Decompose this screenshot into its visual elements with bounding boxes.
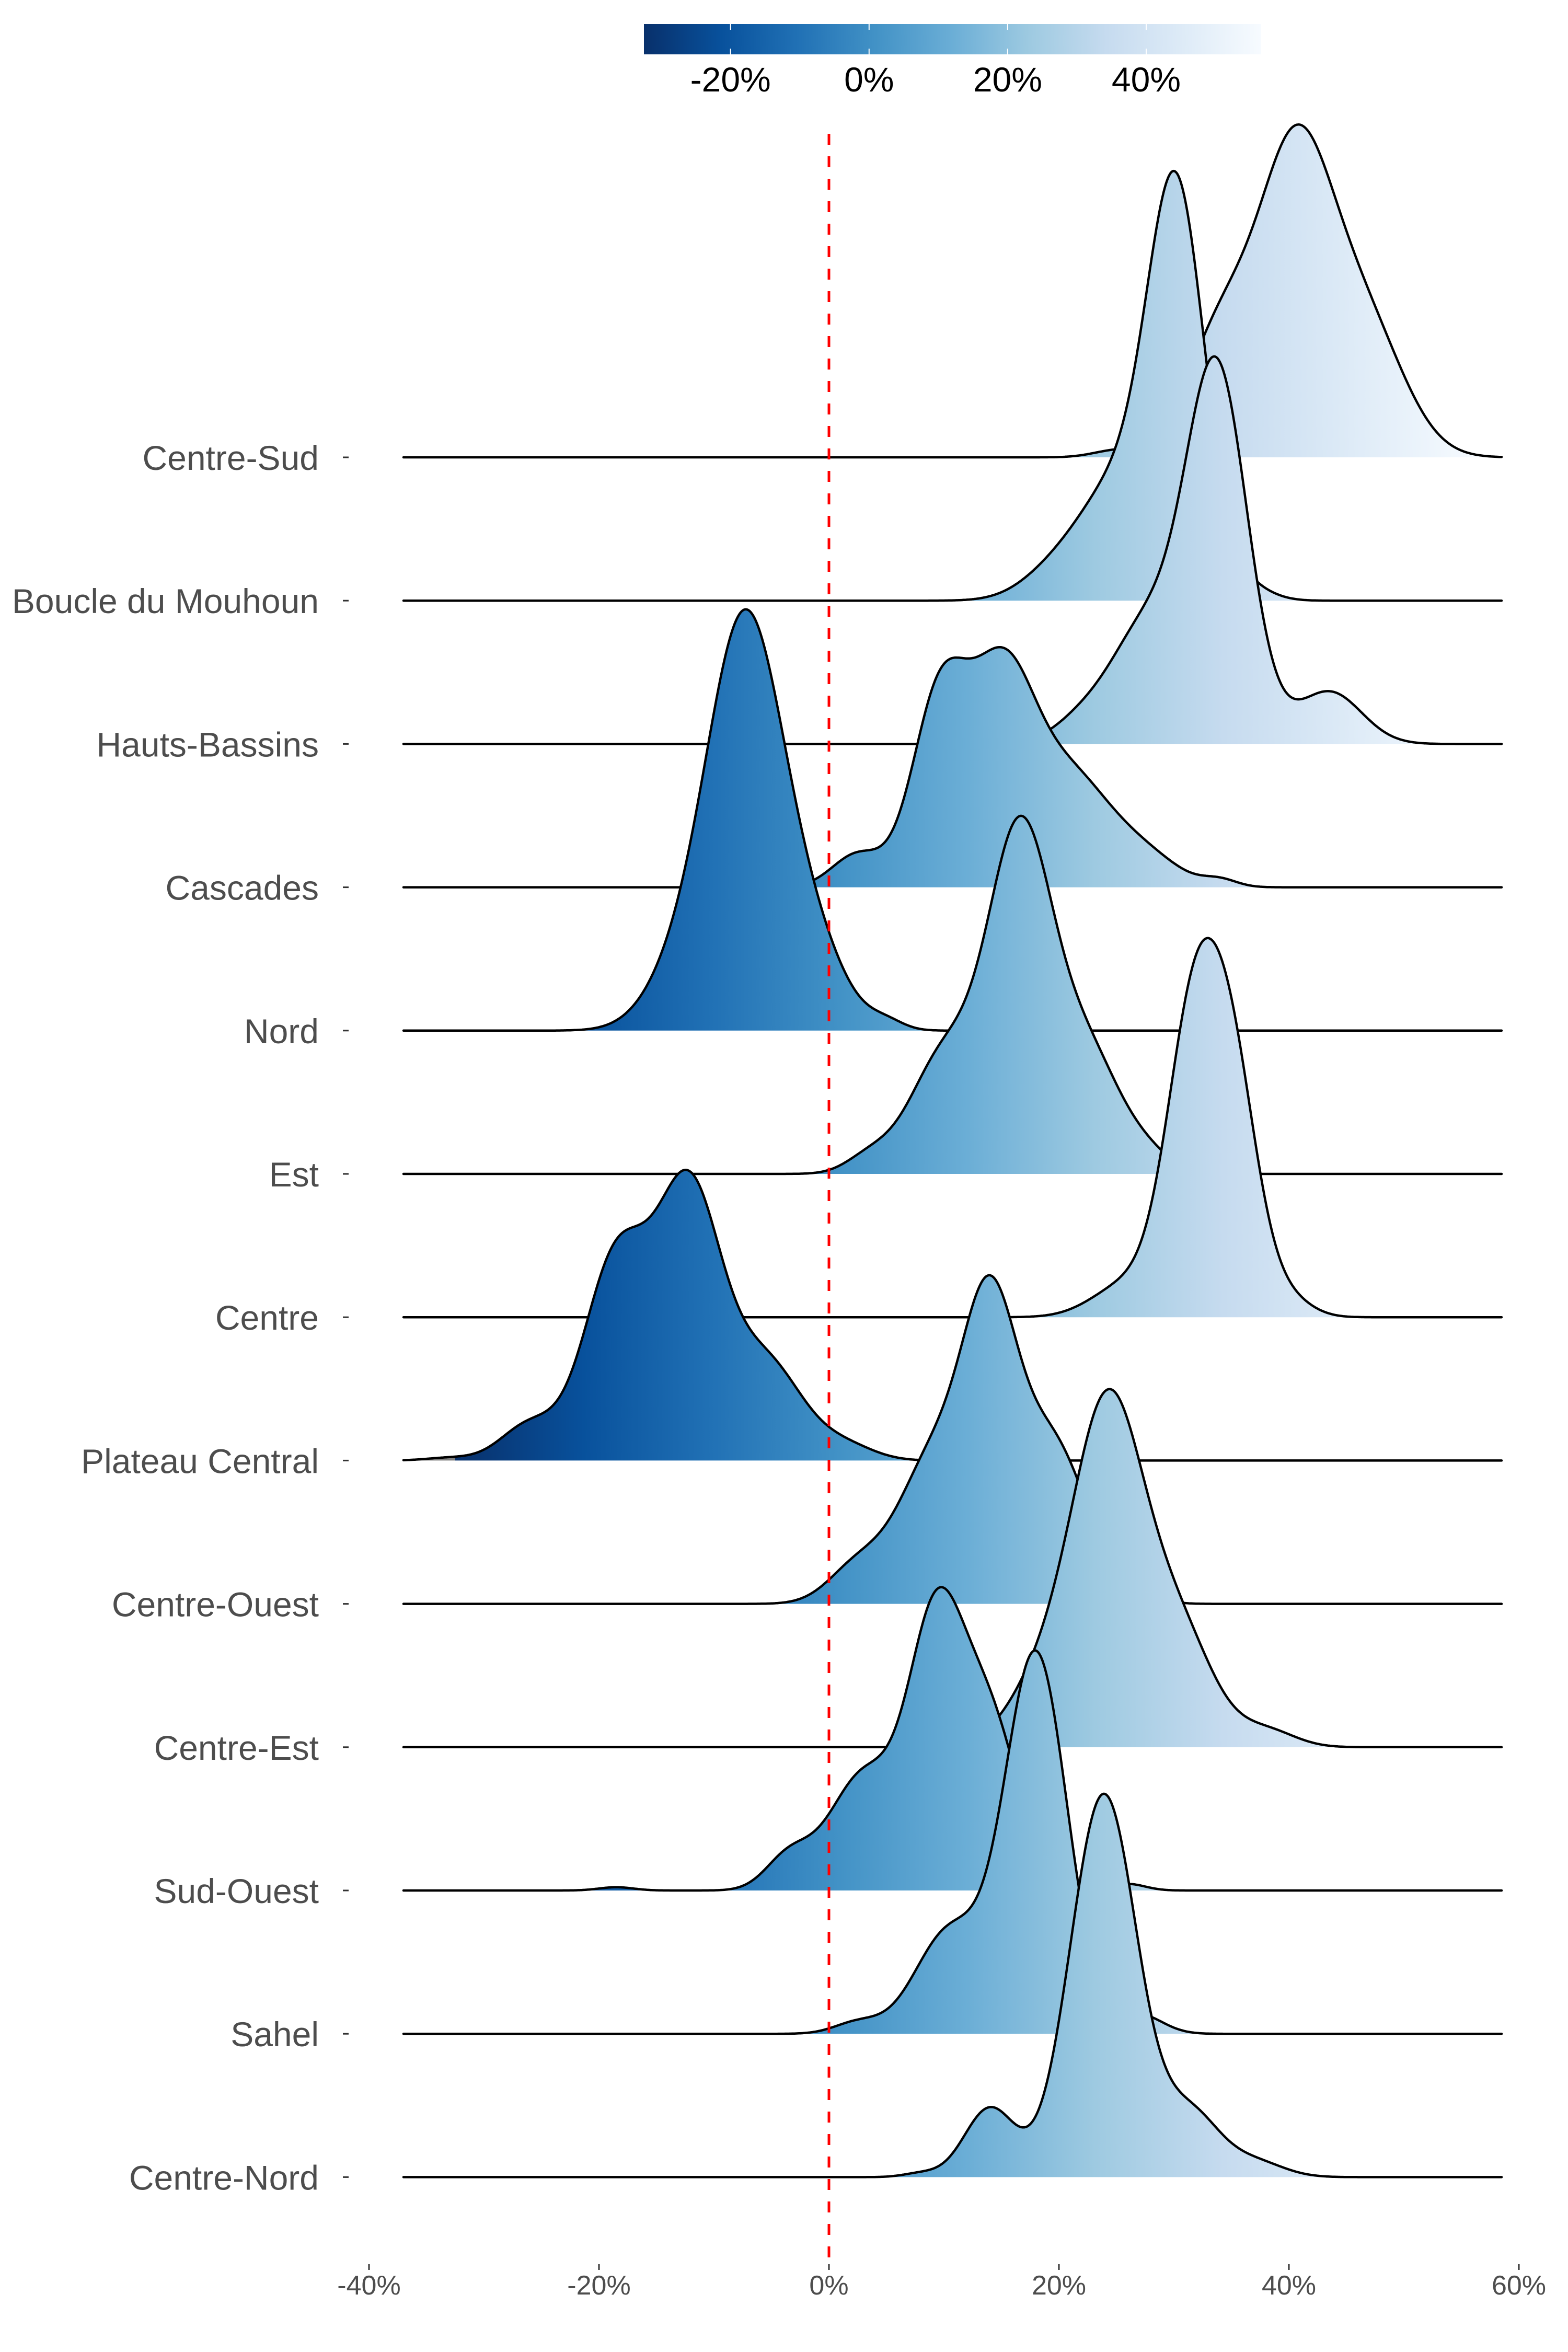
ridge-est — [402, 814, 1503, 1175]
x-tick-label: -20% — [567, 2270, 630, 2301]
y-tick-label: Centre-Nord — [129, 2158, 319, 2197]
y-tick-label: Boucle du Mouhoun — [12, 582, 319, 620]
y-tick-label: Centre-Est — [154, 1728, 319, 1767]
ridge-centre — [402, 937, 1503, 1319]
ridge-sud-ouest — [402, 1586, 1503, 1892]
ridge-outline — [402, 1586, 1503, 1892]
ridge-outline — [402, 937, 1503, 1319]
y-tick-label: Nord — [244, 1012, 319, 1051]
ridge-outline — [402, 123, 1503, 459]
ridge-outline — [402, 1649, 1503, 2035]
colorbar: -20% 0% 20% 40% — [644, 24, 1261, 99]
ridge-fill — [403, 1587, 1502, 1890]
colorbar-tick-label: 40% — [1112, 60, 1181, 99]
ridge-fill — [403, 938, 1502, 1318]
y-tick-label: Hauts-Bassins — [97, 725, 319, 764]
y-tick-label: Centre-Sud — [142, 439, 319, 477]
x-tick-label: 40% — [1262, 2270, 1316, 2301]
ridge-centre-sud — [402, 123, 1503, 459]
ridge-boucle-du-mouhoun — [402, 169, 1503, 602]
ridge-fill — [403, 1650, 1502, 2034]
ridge-outline — [402, 645, 1503, 889]
x-tick-label: 60% — [1492, 2270, 1546, 2301]
colorbar-tick-label: 20% — [973, 60, 1042, 99]
ridges — [402, 123, 1503, 2178]
ridge-outline — [402, 1274, 1503, 1605]
x-tick-label: -40% — [337, 2270, 400, 2301]
ridge-outline — [402, 814, 1503, 1175]
y-tick-label: Centre — [215, 1298, 319, 1337]
ridge-cascades — [402, 645, 1503, 889]
y-tick-label: Cascades — [166, 869, 319, 907]
colorbar-tick-label: -20% — [690, 60, 771, 99]
y-tick-label: Sahel — [230, 2015, 319, 2054]
ridge-centre-ouest — [402, 1274, 1503, 1605]
y-tick-label: Centre-Ouest — [112, 1585, 319, 1624]
x-axis: -40% -20% 0% 20% 40% 60% — [337, 2264, 1546, 2301]
y-tick-label: Plateau Central — [81, 1442, 319, 1480]
ridge-fill — [403, 356, 1502, 744]
ridge-fill — [403, 1275, 1502, 1604]
y-tick-label: Sud-Ouest — [154, 1872, 319, 1910]
ridge-fill — [403, 1170, 1502, 1461]
ridge-centre-nord — [402, 1792, 1503, 2178]
ridge-outline — [402, 1792, 1503, 2178]
x-tick-label: 0% — [809, 2270, 848, 2301]
ridge-fill — [403, 815, 1502, 1174]
ridge-outline — [402, 169, 1503, 602]
colorbar-tick-label: 0% — [844, 60, 894, 99]
ridge-fill — [403, 647, 1502, 887]
colorbar-gradient — [644, 24, 1261, 54]
ridge-fill — [403, 609, 1502, 1031]
ridge-sahel — [402, 1649, 1503, 2035]
ridge-fill — [403, 124, 1502, 458]
x-tick-label: 20% — [1032, 2270, 1086, 2301]
y-axis: Centre-Sud Boucle du Mouhoun Hauts-Bassins… — [12, 439, 349, 2197]
y-tick-label: Est — [269, 1155, 319, 1194]
